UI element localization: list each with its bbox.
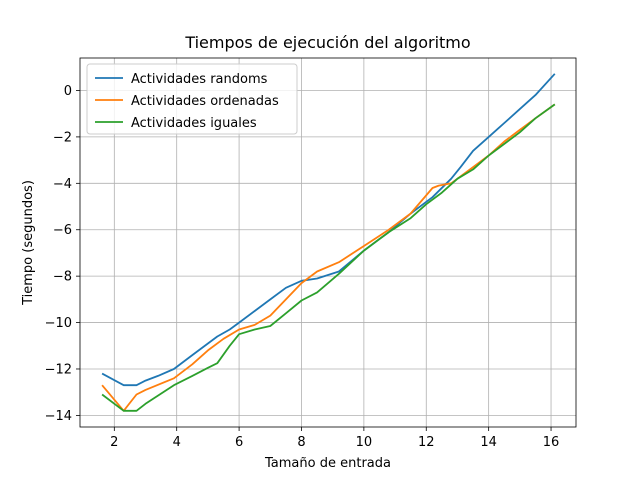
y-tick-label: −12 (45, 362, 72, 377)
y-tick-label: −10 (45, 316, 72, 331)
series-line-1 (101, 73, 556, 387)
y-tick-label: −2 (53, 130, 72, 145)
y-tick-label: −14 (45, 409, 72, 424)
x-tick-label: 6 (235, 435, 243, 450)
y-tick-label: −4 (53, 177, 72, 192)
legend: Actividades randoms Actividades ordenadas… (86, 63, 298, 135)
x-tick-label: 12 (418, 435, 435, 450)
legend-label-2: Actividades ordenadas (131, 94, 279, 109)
legend-label-1: Actividades randoms (131, 72, 268, 87)
x-tick-label: 16 (543, 435, 560, 450)
x-tick-label: 2 (110, 435, 118, 450)
ticks: 2 4 6 8 10 12 14 16 0 −2 −4 −6 −8 −10 −12 −14 (45, 84, 560, 450)
x-tick-label: 14 (480, 435, 497, 450)
legend-box (86, 63, 298, 135)
series-group (101, 73, 556, 412)
x-tick-label: 8 (297, 435, 305, 450)
y-axis-label: Tiempo (segundos) (21, 180, 36, 306)
series-line-3 (101, 103, 556, 412)
y-tick-label: −6 (53, 223, 72, 238)
legend-label-3: Actividades iguales (131, 116, 257, 131)
y-tick-label: 0 (64, 84, 72, 99)
chart-title: Tiempos de ejecución del algoritmo (184, 33, 470, 52)
plot-frame (79, 57, 577, 428)
x-tick-label: 10 (356, 435, 373, 450)
x-axis-label: Tamaño de entrada (264, 456, 391, 471)
x-tick-label: 4 (173, 435, 181, 450)
y-tick-label: −8 (53, 270, 72, 285)
